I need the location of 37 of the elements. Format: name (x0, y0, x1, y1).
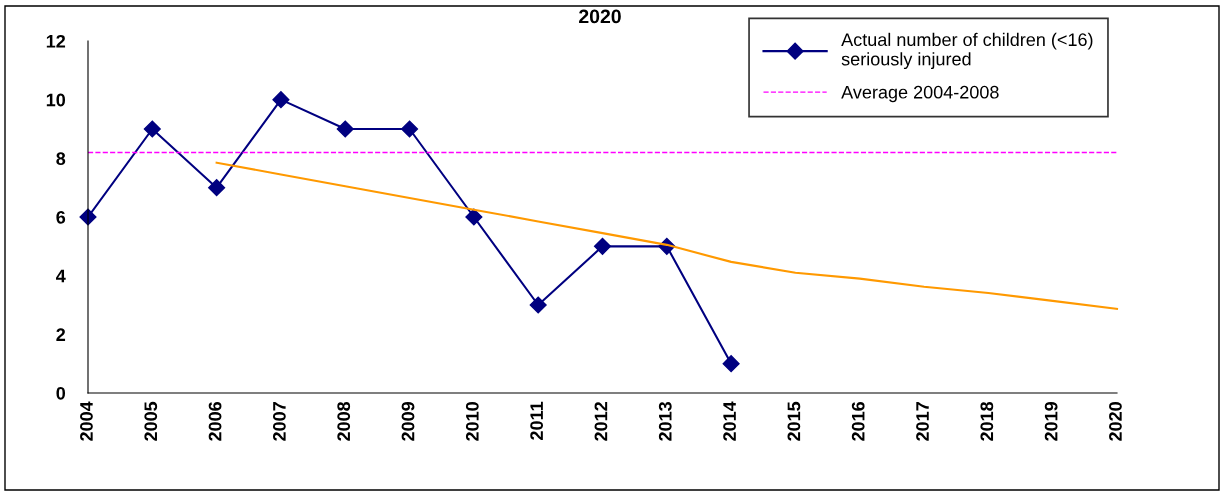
x-tick-label: 2005 (144, 401, 158, 441)
y-tick-label: 6 (56, 210, 66, 224)
y-tick-label: 0 (56, 386, 66, 400)
x-tick-label: 2017 (916, 402, 929, 441)
legend-label: Average 2004-2008 (841, 85, 999, 103)
point (272, 91, 290, 109)
x-tick-label: 2014 (723, 401, 736, 441)
point (401, 120, 419, 138)
x-tick-label: 2020 (1109, 402, 1122, 441)
point (722, 355, 740, 373)
point (336, 120, 354, 138)
x-tick-label: 2007 (273, 402, 286, 441)
point (465, 208, 483, 226)
point (208, 179, 226, 197)
x-tick-label: 2015 (787, 401, 801, 441)
x-tick-label: 2018 (980, 401, 994, 441)
legend-label: Actual number of children (<16) seriously injured (841, 32, 1093, 70)
chart-title: 2020 (579, 9, 621, 24)
x-tick-label: 2016 (851, 401, 865, 441)
point (529, 296, 547, 314)
point (143, 120, 161, 138)
x-tick-label: 2004 (80, 401, 93, 441)
x-tick-label: 2013 (658, 401, 672, 441)
y-tick-label: 4 (56, 269, 66, 283)
x-tick-label: 2019 (1044, 402, 1058, 441)
x-tick-label: 2010 (465, 402, 479, 441)
y-tick-label: 10 (46, 93, 66, 107)
x-tick-label: 2011 (530, 401, 544, 440)
x-tick-label: 2008 (337, 401, 351, 441)
x-tick-label: 2012 (594, 402, 608, 441)
point (593, 237, 612, 255)
x-tick-label: 2009 (401, 402, 415, 441)
y-tick-label: 12 (46, 34, 66, 48)
x-tick-label: 2006 (208, 401, 222, 441)
line-series (215, 161, 1119, 310)
y-tick-label: 2 (56, 328, 66, 341)
y-tick-label: 8 (56, 152, 66, 166)
